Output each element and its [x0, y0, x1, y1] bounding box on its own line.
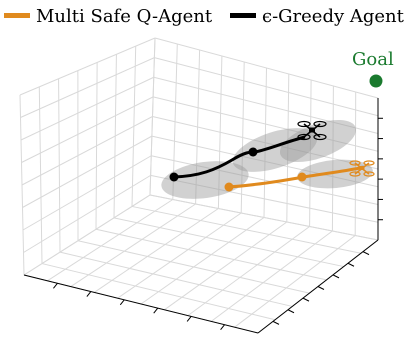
- gridline: [93, 208, 219, 293]
- gridline: [150, 174, 379, 223]
- gridline: [21, 96, 154, 163]
- gridline: [140, 217, 265, 305]
- tick-mark: [186, 316, 192, 322]
- tick-mark: [317, 286, 325, 290]
- tick-mark: [347, 262, 355, 267]
- gridline: [117, 212, 242, 299]
- series-marker-safe: [224, 182, 234, 192]
- gridline: [154, 37, 379, 99]
- goal-point: [369, 74, 383, 88]
- goal-marker: Goal: [352, 49, 394, 88]
- gridline: [153, 96, 379, 152]
- gridline: [152, 116, 379, 170]
- gridline: [151, 135, 379, 188]
- gridline: [20, 57, 155, 118]
- gridline: [23, 174, 151, 253]
- tick-mark: [153, 307, 159, 314]
- tick-mark: [287, 309, 295, 314]
- series-safe: [224, 166, 361, 192]
- gridline: [164, 221, 288, 311]
- series-marker-greedy: [169, 172, 179, 182]
- drone-icon: [297, 120, 327, 141]
- tick-mark: [362, 251, 370, 256]
- series-line-safe: [227, 166, 361, 189]
- gridline: [70, 203, 196, 288]
- tick-mark: [220, 324, 225, 331]
- series-line-greedy: [173, 135, 306, 179]
- series-greedy: [169, 135, 306, 182]
- series-marker-greedy: [248, 147, 258, 157]
- series-marker-safe: [297, 172, 307, 182]
- axes-3d: [19, 37, 383, 334]
- gridline: [153, 76, 379, 134]
- tick-mark: [119, 299, 125, 306]
- legend: Multi Safe Q-Agent ϵ-Greedy Agent: [4, 6, 404, 27]
- floor-grid: [23, 194, 379, 334]
- safety-regions: [161, 119, 373, 199]
- axis-edge: [23, 274, 259, 334]
- axis-ticks: [53, 117, 383, 331]
- tick-mark: [302, 297, 310, 302]
- gridline: [19, 37, 156, 96]
- gridline: [22, 135, 153, 208]
- legend-swatch-greedy: [230, 13, 256, 18]
- safety-region: [297, 159, 373, 189]
- drone-icon: [349, 160, 375, 177]
- left-wall-grid: [19, 37, 156, 276]
- gridline: [154, 57, 379, 117]
- tick-mark: [53, 282, 58, 289]
- legend-label-safe: Multi Safe Q-Agent: [36, 6, 213, 27]
- gridline: [47, 199, 174, 282]
- safety-region: [279, 119, 357, 163]
- gridline: [151, 155, 379, 205]
- legend-swatch-safe: [4, 13, 30, 18]
- tick-mark: [332, 274, 340, 279]
- gridline: [20, 76, 154, 141]
- tick-mark: [86, 291, 92, 297]
- gridline: [187, 226, 310, 317]
- tick-mark: [272, 320, 280, 325]
- legend-label-greedy: ϵ-Greedy Agent: [262, 6, 404, 27]
- goal-label: Goal: [352, 49, 394, 70]
- gridline: [21, 116, 153, 186]
- gridline: [22, 155, 152, 231]
- gridline: [210, 230, 333, 322]
- gridline: [23, 194, 151, 276]
- gridline: [234, 235, 356, 328]
